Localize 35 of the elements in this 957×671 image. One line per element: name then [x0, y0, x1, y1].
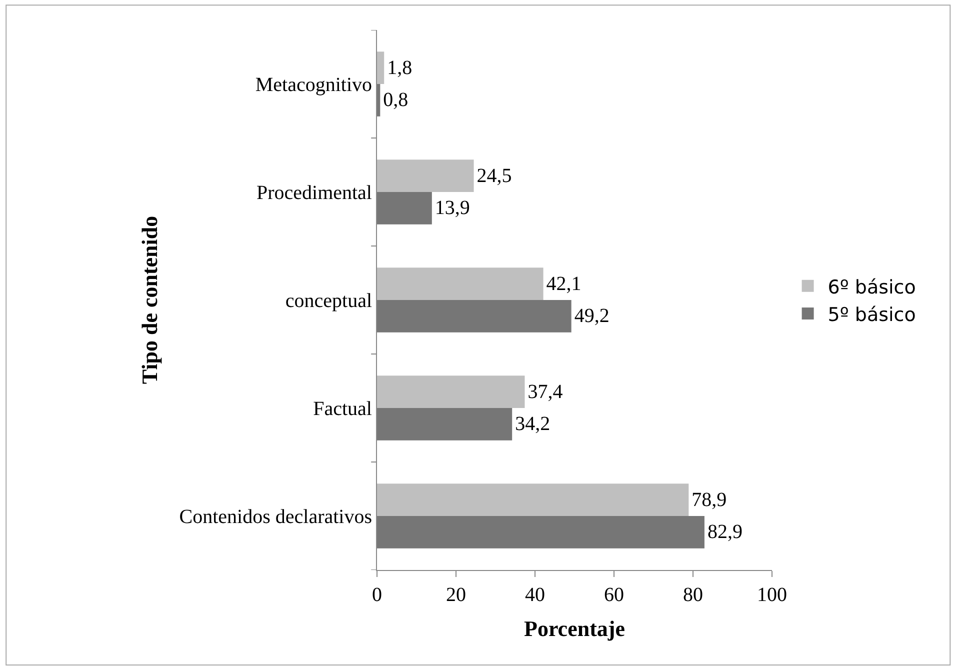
legend-label: 5º básico [828, 304, 916, 326]
y-tick-label: Procedimental [256, 182, 372, 204]
bar [377, 52, 384, 84]
y-tick-label: Metacognitivo [255, 74, 372, 96]
y-tick-label: conceptual [285, 290, 372, 312]
bar [377, 516, 704, 548]
x-tick-label: 0 [372, 584, 382, 606]
bar [377, 484, 689, 516]
data-label: 78,9 [692, 488, 727, 511]
x-tick-label: 100 [757, 584, 787, 606]
bar [377, 84, 380, 116]
bar [377, 376, 525, 408]
bar [377, 268, 544, 300]
data-label: 37,4 [528, 380, 563, 403]
data-label: 82,9 [707, 521, 742, 544]
data-label: 24,5 [476, 164, 512, 187]
data-label: 49,2 [574, 305, 610, 328]
y-axis-title: Tipo de contenido [137, 216, 162, 384]
y-tick-label: Factual [313, 398, 372, 420]
bar [377, 192, 432, 224]
data-label: 0,8 [383, 89, 408, 112]
x-tick-label: 20 [446, 584, 466, 606]
data-label: 13,9 [434, 197, 470, 220]
bar [377, 300, 572, 332]
y-tick-label: Contenidos declarativos [179, 506, 372, 528]
data-label: 1,8 [387, 56, 412, 79]
data-label: 42,1 [546, 272, 582, 295]
x-tick-label: 40 [525, 584, 545, 606]
x-tick-label: 60 [604, 584, 624, 606]
data-label: 34,2 [515, 413, 550, 436]
x-tick-label: 80 [683, 584, 703, 606]
x-axis-title: Porcentaje [524, 616, 626, 641]
bar [377, 408, 512, 440]
legend-label: 6º básico [828, 276, 916, 298]
bar [377, 160, 474, 192]
